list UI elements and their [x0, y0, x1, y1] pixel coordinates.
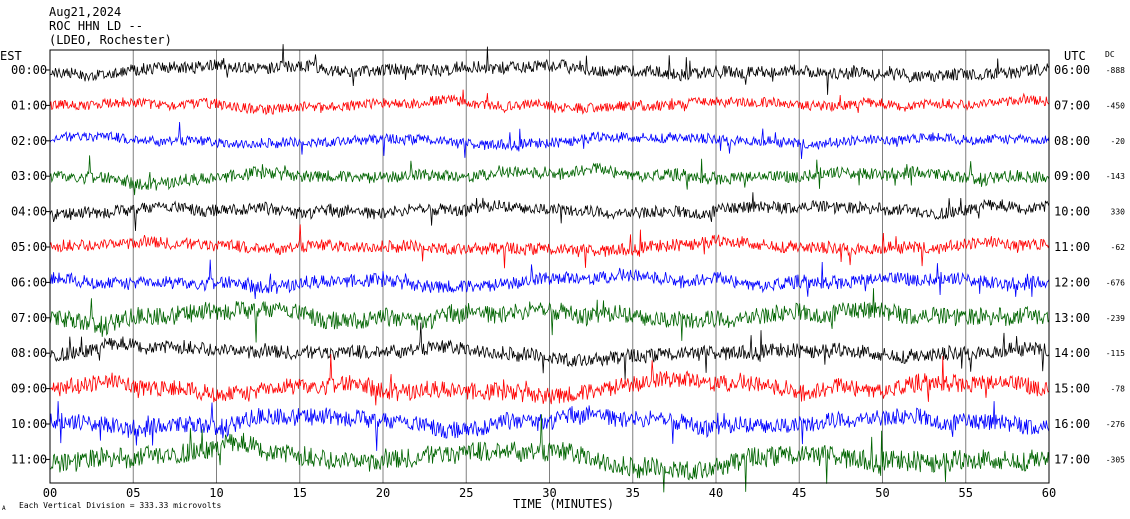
x-tick-labels: 00 05 10 15 20 25 30 35 40 45 50 55 60 — [43, 486, 1056, 500]
utc-hour-label: 07:00 — [1054, 98, 1090, 112]
dc-value: -20 — [1111, 137, 1126, 146]
x-tick-label: 05 — [126, 486, 140, 500]
est-hour-label: 09:00 — [11, 382, 47, 396]
dc-value: -888 — [1106, 66, 1125, 75]
trace-0600 — [49, 259, 1050, 300]
dc-column-label: DC — [1105, 50, 1115, 59]
dc-value: -305 — [1106, 455, 1125, 464]
utc-hour-label: 14:00 — [1054, 346, 1090, 360]
dc-value: -676 — [1106, 278, 1125, 287]
utc-hour-label: 16:00 — [1054, 417, 1090, 431]
est-hour-label: 02:00 — [11, 134, 47, 148]
x-tick-label: 30 — [542, 486, 556, 500]
trace-0100 — [49, 89, 1050, 116]
date-label: Aug21,2024 — [49, 5, 122, 19]
corner-mark: A — [2, 505, 6, 512]
utc-hour-label: 08:00 — [1054, 134, 1090, 148]
utc-hour-label: 15:00 — [1054, 382, 1090, 396]
x-tick-label: 60 — [1042, 486, 1056, 500]
station-label: ROC HHN LD -- — [49, 19, 143, 33]
est-hour-label: 08:00 — [11, 346, 47, 360]
est-hour-label: 11:00 — [11, 452, 47, 466]
dc-value: -62 — [1111, 243, 1126, 252]
trace-0700 — [49, 288, 1050, 343]
x-tick-label: 20 — [376, 486, 390, 500]
x-tick-label: 35 — [626, 486, 640, 500]
trace-0500 — [49, 224, 1050, 269]
utc-hour-label: 09:00 — [1054, 169, 1090, 183]
trace-0900 — [49, 354, 1050, 406]
location-label: (LDEO, Rochester) — [49, 33, 172, 47]
utc-hour-label: 11:00 — [1054, 240, 1090, 254]
est-hour-label: 00:00 — [11, 63, 47, 77]
trace-0300 — [49, 155, 1050, 196]
dc-value: -143 — [1106, 172, 1125, 181]
x-tick-label: 40 — [709, 486, 723, 500]
seismic-traces — [49, 44, 1050, 493]
est-hour-label: 05:00 — [11, 240, 47, 254]
utc-hour-label: 10:00 — [1054, 205, 1090, 219]
utc-hour-label: 17:00 — [1054, 452, 1090, 466]
utc-axis-label: UTC — [1064, 49, 1086, 63]
x-tick-label: 25 — [459, 486, 473, 500]
utc-hour-label: 06:00 — [1054, 63, 1090, 77]
chart-frame — [49, 49, 1050, 484]
est-hour-label: 04:00 — [11, 205, 47, 219]
x-tick-label: 00 — [43, 486, 57, 500]
x-tick-label: 45 — [792, 486, 806, 500]
est-hour-label: 10:00 — [11, 417, 47, 431]
trace-1000 — [49, 401, 1050, 451]
est-hour-label: 03:00 — [11, 169, 47, 183]
trace-1100 — [49, 414, 1050, 493]
trace-0000 — [49, 44, 1050, 95]
dc-value: -115 — [1106, 349, 1125, 358]
scale-note: Each Vertical Division = 333.33 microvol… — [19, 501, 221, 510]
est-hour-label: 07:00 — [11, 311, 47, 325]
time-grid — [132, 50, 967, 483]
dc-value: -276 — [1106, 420, 1125, 429]
x-tick-label: 50 — [875, 486, 889, 500]
x-axis-label: TIME (MINUTES) — [513, 497, 614, 511]
est-axis-label: EST — [0, 49, 22, 63]
x-tick-label: 15 — [293, 486, 307, 500]
x-tick-label: 10 — [209, 486, 223, 500]
est-hour-label: 06:00 — [11, 275, 47, 289]
axis-labels: EST UTC DC TIME (MINUTES) Each Vertical … — [0, 49, 1115, 512]
trace-0400 — [49, 192, 1050, 232]
est-hour-label: 01:00 — [11, 98, 47, 112]
utc-hour-label: 12:00 — [1054, 275, 1090, 289]
trace-0200 — [49, 121, 1050, 160]
dc-value: 330 — [1111, 208, 1126, 217]
dc-value: -239 — [1106, 314, 1125, 323]
row-labels: 00:00 06:00 -888 01:00 07:00 -450 02:00 08:00 -2… — [11, 63, 1125, 466]
dc-value: -450 — [1106, 101, 1125, 110]
utc-hour-label: 13:00 — [1054, 311, 1090, 325]
trace-0800 — [49, 322, 1050, 380]
x-tick-label: 55 — [959, 486, 973, 500]
dc-value: -78 — [1111, 385, 1126, 394]
